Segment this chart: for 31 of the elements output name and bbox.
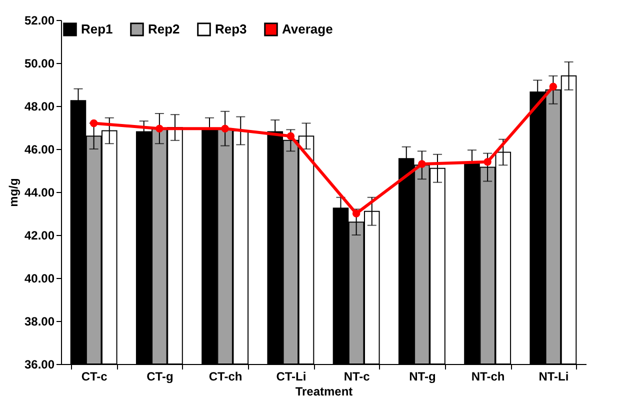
legend-label: Rep2 (148, 21, 180, 36)
y-tick-label: 50.00 (24, 56, 55, 70)
x-tick-label: CT-g (146, 370, 174, 384)
point (484, 158, 492, 166)
point (352, 210, 360, 218)
legend-label: Rep3 (215, 21, 247, 36)
y-tick-label: 44.00 (24, 186, 55, 200)
x-tick-label: NT-ch (471, 370, 505, 384)
y-axis-title: mg/g (6, 178, 20, 207)
y-tick-label: 40.00 (24, 272, 55, 286)
point (286, 132, 295, 140)
y-tick-label: 48.00 (24, 100, 55, 114)
y-tick-label: 38.00 (24, 314, 55, 328)
x-tick-label: NT-c (344, 370, 370, 384)
point (90, 119, 98, 128)
legend-label: Average (282, 21, 333, 36)
x-tick-label: CT-Li (276, 370, 306, 384)
point (221, 124, 229, 132)
x-tick-label: NT-g (409, 370, 436, 384)
x-tick-label: NT-Li (538, 370, 569, 384)
y-tick-label: 42.00 (24, 228, 55, 242)
point (418, 160, 426, 168)
y-tick-label: 46.00 (24, 142, 55, 156)
y-tick-label: 36.00 (24, 358, 55, 372)
point (156, 124, 164, 132)
legend-label: Rep1 (81, 21, 113, 36)
x-tick-label: CT-c (81, 370, 108, 384)
point (549, 82, 558, 91)
x-axis-title: Treatment (295, 384, 353, 398)
x-tick-label: CT-ch (208, 370, 242, 384)
y-tick-label: 52.00 (24, 14, 55, 28)
